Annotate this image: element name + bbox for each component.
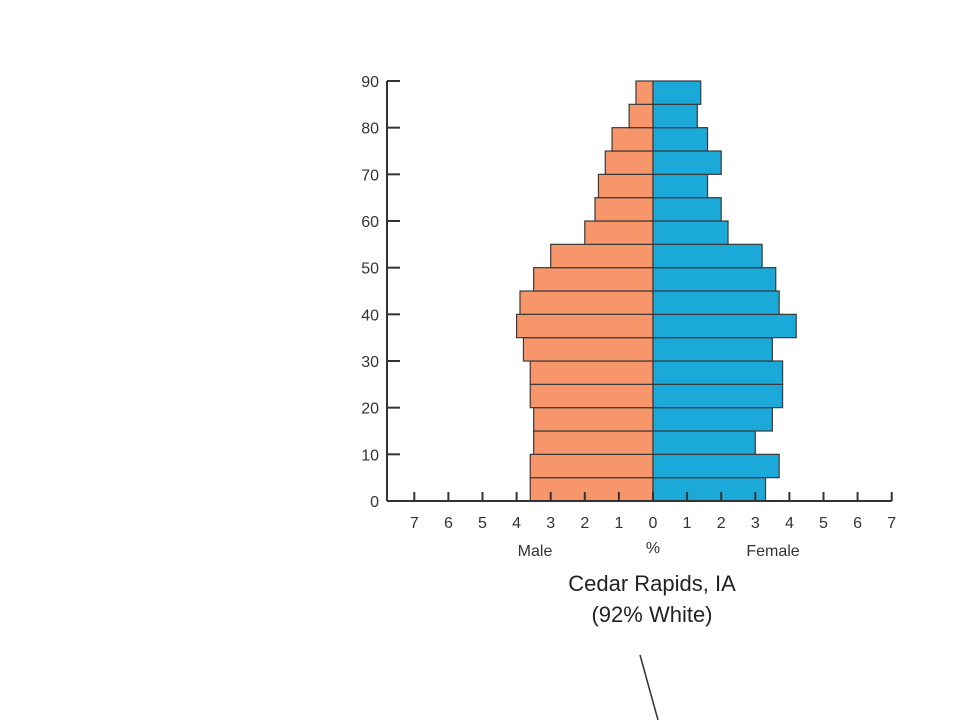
y-tick-label-80: 80 (361, 121, 379, 138)
x-tick-label-13: 6 (853, 515, 862, 532)
x-tick-label-9: 2 (717, 515, 726, 532)
y-tick-label-40: 40 (361, 307, 379, 324)
x-tick-label-3: 4 (512, 515, 521, 532)
female-bar-25 (652, 360, 784, 385)
x-tick-label-7: 0 (649, 515, 658, 532)
x-tick-label-12: 5 (819, 515, 828, 532)
y-tick-label-30: 30 (361, 354, 379, 371)
male-bar-5 (529, 453, 654, 479)
male-bar-75 (611, 127, 654, 152)
female-bar-45 (652, 267, 777, 292)
male-bar-65 (597, 173, 654, 199)
y-tick-label-90: 90 (361, 74, 379, 91)
female-bar-40 (652, 290, 780, 315)
x-tick-label-5: 2 (580, 515, 589, 532)
male-bar-15 (533, 407, 654, 432)
x-axis-label-male: Male (518, 543, 553, 560)
male-bar-85 (635, 80, 654, 105)
male-bar-55 (584, 220, 654, 245)
female-bar-60 (652, 197, 722, 222)
female-bar-15 (652, 407, 773, 432)
female-bar-70 (652, 150, 722, 175)
y-tick-label-10: 10 (361, 447, 379, 464)
male-bar-70 (604, 150, 654, 175)
male-bar-30 (522, 337, 654, 362)
y-tick-label-20: 20 (361, 401, 379, 418)
female-bar-55 (652, 220, 729, 245)
male-bar-25 (529, 360, 654, 385)
male-bar-40 (519, 290, 654, 315)
annotation-pointer-line (639, 654, 659, 720)
x-tick-label-0: 7 (410, 515, 419, 532)
female-bar-80 (652, 103, 698, 129)
chart-title: Cedar Rapids, IA (568, 571, 736, 596)
y-tick-label-0: 0 (370, 494, 379, 511)
chart-subtitle: (92% White) (591, 602, 712, 627)
male-bar-20 (529, 383, 654, 409)
x-tick-label-2: 5 (478, 515, 487, 532)
labels-group: Male % Female Cedar Rapids, IA (92% Whit… (518, 540, 800, 627)
x-axis-label-percent: % (646, 540, 660, 557)
female-bar-0 (652, 477, 767, 502)
y-tick-label-60: 60 (361, 214, 379, 231)
x-axis-label-female: Female (746, 543, 799, 560)
female-bar-20 (652, 383, 784, 409)
x-tick-label-6: 1 (614, 515, 623, 532)
x-tick-label-1: 6 (444, 515, 453, 532)
female-bar-35 (652, 313, 797, 339)
bars-group (515, 80, 797, 502)
x-tick-label-11: 4 (785, 515, 794, 532)
x-tick-label-14: 7 (887, 515, 896, 532)
x-tick-label-10: 3 (751, 515, 760, 532)
male-bar-80 (628, 103, 654, 129)
male-bar-10 (533, 430, 654, 455)
female-bar-50 (652, 243, 763, 269)
x-tick-label-4: 3 (546, 515, 555, 532)
female-bar-10 (652, 430, 756, 455)
female-bar-30 (652, 337, 773, 362)
female-bar-65 (652, 173, 709, 199)
male-bar-35 (515, 313, 654, 339)
female-bar-5 (652, 453, 780, 479)
male-bar-50 (550, 243, 654, 269)
y-tick-label-50: 50 (361, 261, 379, 278)
male-bar-45 (533, 267, 654, 292)
female-bar-85 (652, 80, 702, 105)
y-tick-label-70: 70 (361, 167, 379, 184)
x-tick-label-8: 1 (683, 515, 692, 532)
female-bar-75 (652, 127, 709, 152)
male-bar-60 (594, 197, 654, 222)
male-bar-0 (529, 477, 654, 502)
